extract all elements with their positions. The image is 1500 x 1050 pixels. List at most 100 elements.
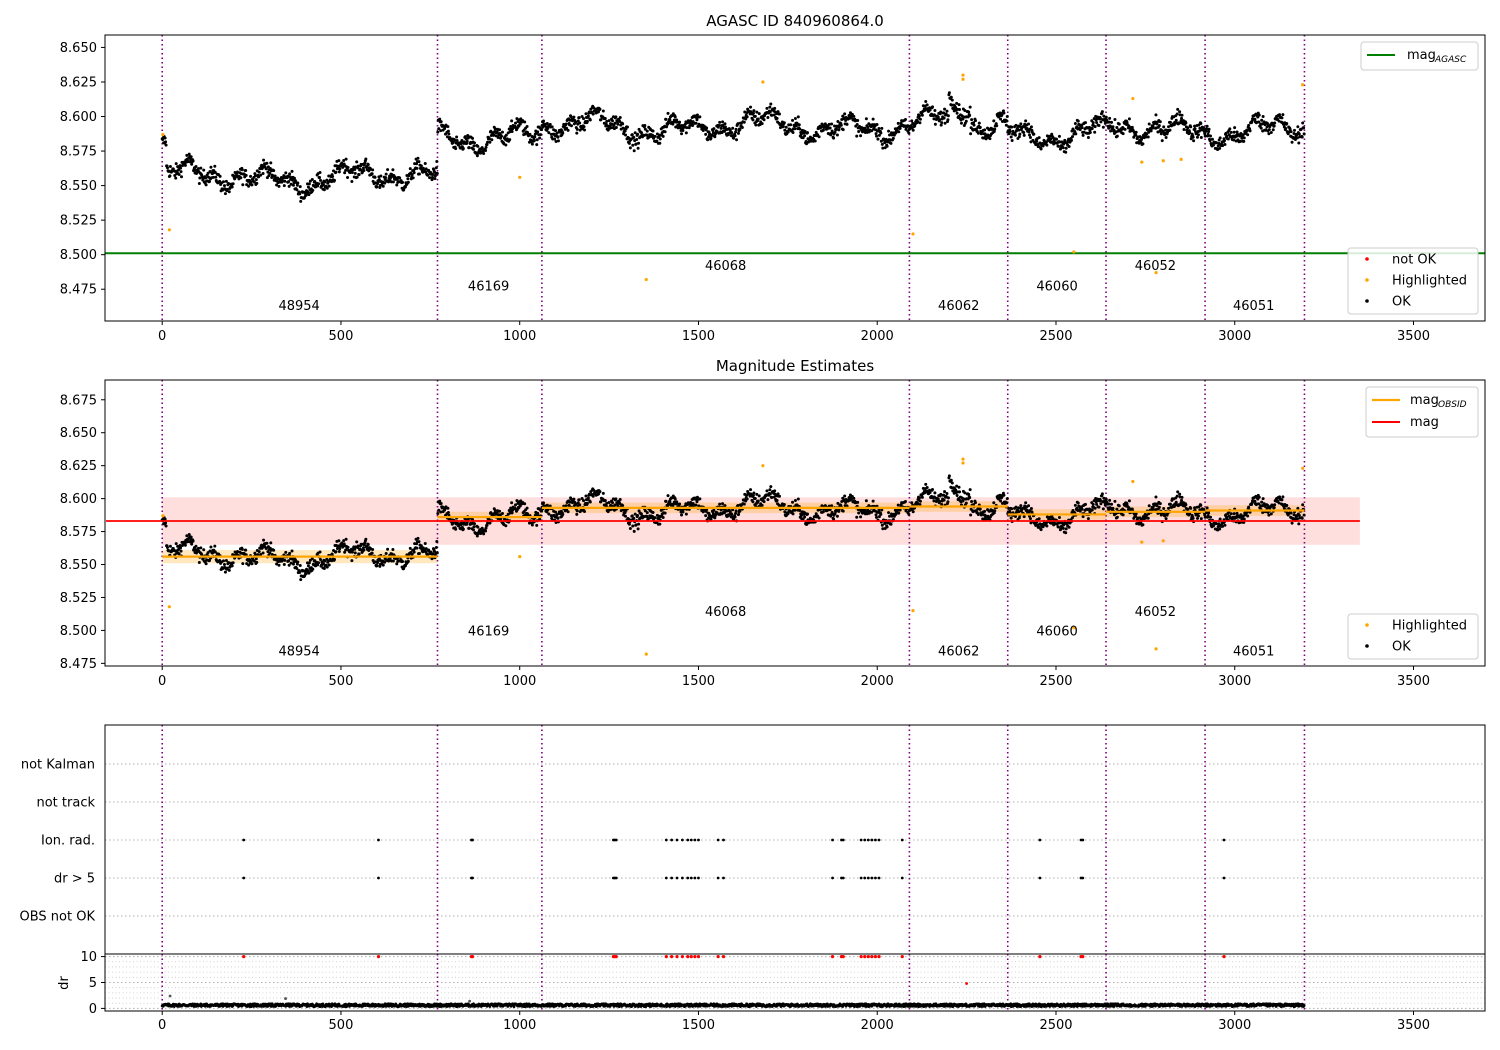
ok-point xyxy=(984,137,988,141)
ok-point xyxy=(769,485,773,489)
ok-point xyxy=(1090,126,1094,130)
ok-point xyxy=(180,175,184,179)
ok-point xyxy=(1192,139,1196,143)
ok-point xyxy=(943,107,947,111)
ok-point xyxy=(267,174,271,178)
ok-point xyxy=(1093,125,1097,129)
ion-rad-flag-point xyxy=(614,838,618,842)
ok-point xyxy=(291,178,295,182)
ok-point xyxy=(1218,146,1222,150)
ok-point xyxy=(1296,125,1300,129)
ok-point xyxy=(545,121,549,125)
p2-y-tick-label: 8.500 xyxy=(60,624,97,639)
ok-point xyxy=(1232,130,1236,134)
ok-point xyxy=(230,564,234,568)
ok-point xyxy=(732,136,736,140)
p2-y-tick-label: 8.550 xyxy=(60,558,97,573)
ok-point xyxy=(879,512,883,516)
ok-point xyxy=(1024,501,1028,505)
ok-point xyxy=(213,164,217,168)
ok-point xyxy=(821,128,825,132)
ok-point xyxy=(970,500,974,504)
ok-point xyxy=(577,116,581,120)
ok-point xyxy=(1189,506,1193,510)
ok-point xyxy=(206,171,210,175)
ok-point xyxy=(745,115,749,119)
dr-flag-point xyxy=(680,876,684,880)
ok-point xyxy=(1113,117,1117,121)
ok-point xyxy=(431,172,435,176)
ok-point xyxy=(734,127,738,131)
ok-point xyxy=(163,136,167,140)
ok-point xyxy=(968,114,972,118)
ok-point xyxy=(1045,143,1049,147)
ok-point xyxy=(344,168,348,172)
ok-point xyxy=(244,548,248,552)
ok-point xyxy=(1027,122,1031,126)
ok-point xyxy=(793,498,797,502)
ok-point xyxy=(1301,503,1305,507)
ok-point xyxy=(930,487,934,491)
ok-point xyxy=(942,116,946,120)
ok-point xyxy=(254,557,258,561)
ok-point xyxy=(1199,517,1203,521)
magnitude-estimates-panel: Magnitude Estimates489544616946068460624… xyxy=(60,357,1486,689)
ok-point xyxy=(837,128,841,132)
ok-point xyxy=(1147,504,1151,508)
ok-point xyxy=(856,500,860,504)
ok-point xyxy=(353,171,357,175)
ok-point xyxy=(733,515,737,519)
ok-point xyxy=(428,176,432,180)
ok-point xyxy=(859,515,863,519)
ok-point xyxy=(983,128,987,132)
ok-point xyxy=(556,516,560,520)
p1-obsid-label: 48954 xyxy=(278,299,319,314)
ok-point xyxy=(391,168,395,172)
chart-title: AGASC ID 840960864.0 xyxy=(706,12,884,30)
ok-point xyxy=(1115,515,1119,519)
ok-point xyxy=(707,135,711,139)
ok-point xyxy=(631,143,635,147)
ok-point xyxy=(370,551,374,555)
legend-marker xyxy=(1365,257,1369,261)
ok-point xyxy=(1157,124,1161,128)
ok-point xyxy=(833,124,837,128)
ok-point xyxy=(439,502,443,506)
ok-point xyxy=(611,501,615,505)
ok-point xyxy=(383,181,387,185)
ok-point xyxy=(943,490,947,494)
ok-point xyxy=(353,168,357,172)
ok-point xyxy=(1164,517,1168,521)
ok-point xyxy=(510,501,514,505)
ok-point xyxy=(939,110,943,114)
ok-point xyxy=(504,524,508,528)
ok-point xyxy=(174,542,178,546)
ok-point xyxy=(298,570,302,574)
ok-point xyxy=(1300,135,1304,139)
ok-point xyxy=(578,503,582,507)
ok-point xyxy=(179,166,183,170)
ok-point xyxy=(1121,132,1125,136)
ok-point xyxy=(628,526,632,530)
ion-rad-flag-point xyxy=(874,838,877,842)
ok-point xyxy=(875,515,879,519)
ok-point xyxy=(775,116,779,120)
ok-point xyxy=(436,511,440,515)
ok-point xyxy=(907,512,911,516)
ok-point xyxy=(1005,497,1009,501)
ok-point xyxy=(968,105,972,109)
ok-point xyxy=(835,514,839,518)
ok-point xyxy=(655,139,659,143)
highlighted-point xyxy=(644,277,648,282)
p2-y-tick-label: 8.600 xyxy=(60,492,97,507)
ok-point xyxy=(508,138,512,142)
ok-point xyxy=(1091,502,1095,506)
p2-obsid-label: 46051 xyxy=(1233,644,1274,659)
ok-point xyxy=(1206,132,1210,136)
ok-point xyxy=(889,522,893,526)
ok-point xyxy=(307,193,311,197)
ok-point xyxy=(313,179,317,183)
ok-point xyxy=(416,156,420,160)
p2-x-tick-label: 3500 xyxy=(1397,674,1430,689)
ok-point xyxy=(616,122,620,126)
